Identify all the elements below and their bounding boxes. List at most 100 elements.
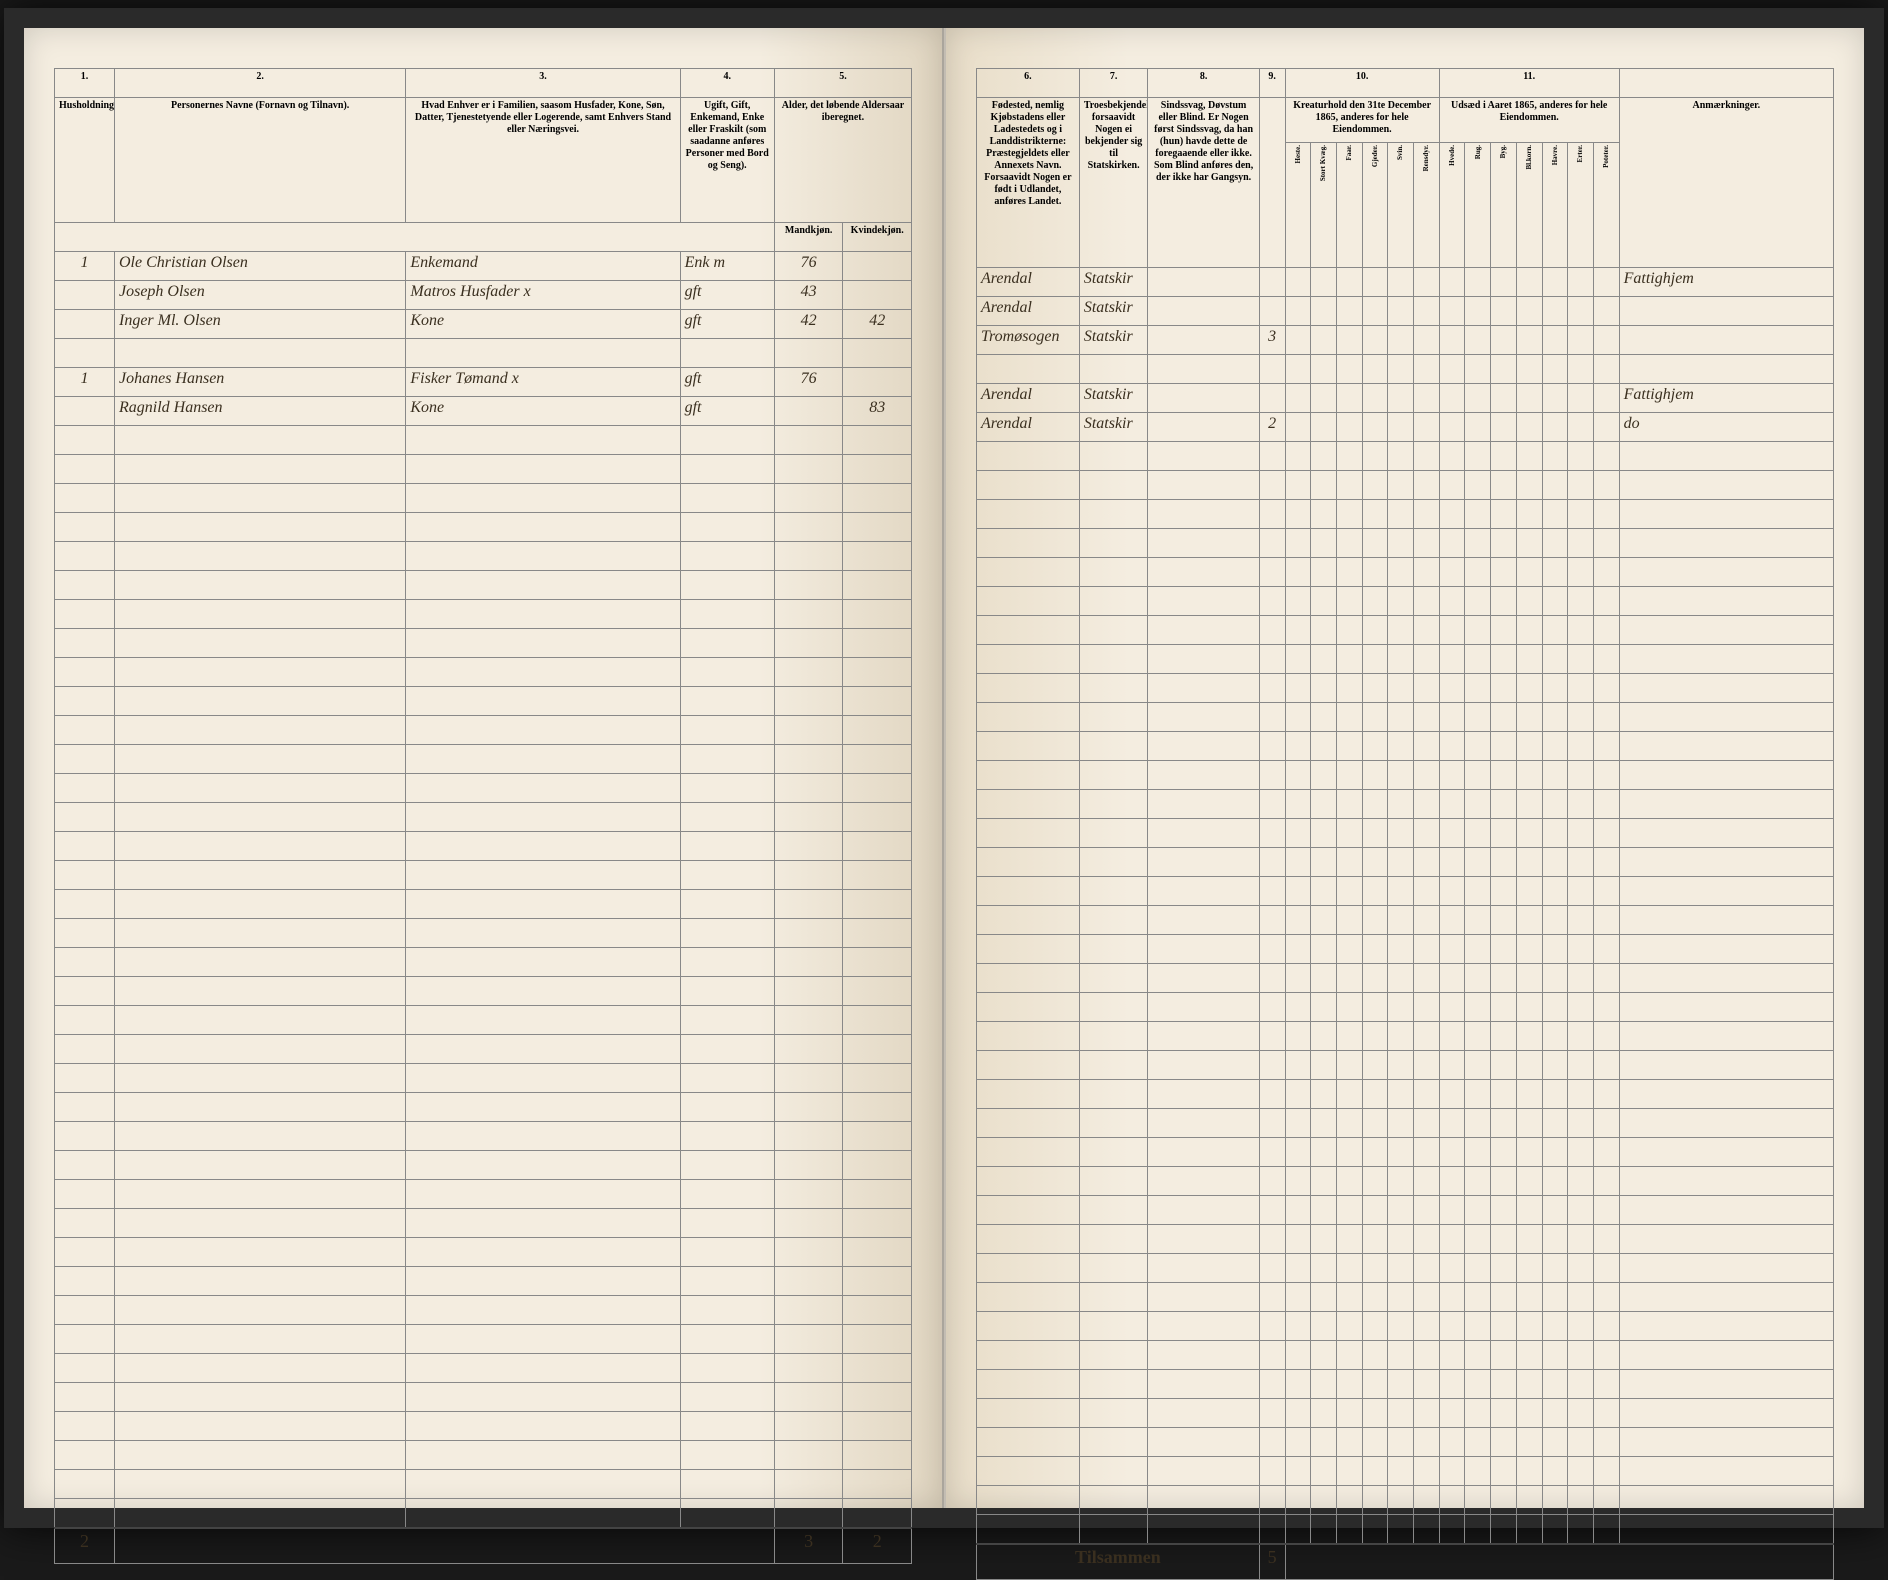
empty-cell: [1568, 935, 1594, 964]
empty-cell: [680, 803, 774, 832]
cell: Statskir: [1079, 326, 1148, 355]
empty-cell: [1311, 500, 1337, 529]
empty-cell: [55, 1180, 115, 1209]
empty-cell: [1491, 819, 1517, 848]
empty-cell: [1362, 848, 1388, 877]
empty-cell: [1336, 616, 1362, 645]
empty-cell: [1259, 674, 1285, 703]
empty-cell: [1362, 935, 1388, 964]
empty-row: [977, 1138, 1834, 1167]
cell: [1414, 384, 1440, 413]
empty-cell: [843, 542, 912, 571]
empty-cell: [680, 1441, 774, 1470]
empty-cell: [1593, 906, 1619, 935]
empty-cell: [1439, 1428, 1465, 1457]
empty-cell: [1568, 1254, 1594, 1283]
table-row: ArendalStatskir: [977, 297, 1834, 326]
empty-cell: [1414, 1399, 1440, 1428]
col-8-num: 8.: [1148, 69, 1259, 98]
empty-cell: [1414, 1051, 1440, 1080]
empty-cell: [114, 1006, 405, 1035]
empty-cell: [1414, 529, 1440, 558]
empty-cell: [1516, 529, 1542, 558]
cell: [1388, 413, 1414, 442]
empty-cell: [843, 658, 912, 687]
empty-cell: [843, 1064, 912, 1093]
empty-cell: [1568, 1196, 1594, 1225]
empty-cell: [55, 687, 115, 716]
empty-cell: [680, 948, 774, 977]
empty-cell: [1311, 848, 1337, 877]
empty-cell: [1439, 761, 1465, 790]
empty-cell: [1311, 1138, 1337, 1167]
empty-cell: [774, 716, 843, 745]
empty-cell: [114, 1412, 405, 1441]
empty-cell: [843, 1383, 912, 1412]
empty-cell: [1491, 877, 1517, 906]
cell: [1336, 326, 1362, 355]
empty-cell: [977, 674, 1080, 703]
empty-cell: [1491, 1022, 1517, 1051]
empty-cell: [1148, 877, 1259, 906]
empty-cell: [114, 513, 405, 542]
empty-cell: [1148, 1457, 1259, 1486]
empty-cell: [1362, 1428, 1388, 1457]
empty-cell: [680, 1151, 774, 1180]
empty-cell: [1593, 587, 1619, 616]
empty-cell: [55, 455, 115, 484]
empty-cell: [1362, 1515, 1388, 1545]
empty-cell: [1542, 906, 1568, 935]
empty-cell: [114, 716, 405, 745]
empty-cell: [1079, 993, 1148, 1022]
empty-cell: [1516, 964, 1542, 993]
cell: [1516, 384, 1542, 413]
empty-cell: [1148, 674, 1259, 703]
col-11-0: Hvede.: [1439, 143, 1465, 268]
empty-cell: [406, 832, 680, 861]
empty-cell: [774, 1093, 843, 1122]
empty-row: [977, 500, 1834, 529]
empty-cell: [1285, 964, 1311, 993]
cell: [1465, 413, 1491, 442]
col-4-num: 4.: [680, 69, 774, 98]
empty-row: [55, 484, 912, 513]
empty-cell: [406, 948, 680, 977]
empty-cell: [1259, 1370, 1285, 1399]
empty-cell: [1388, 906, 1414, 935]
empty-row: [977, 616, 1834, 645]
empty-cell: [1079, 877, 1148, 906]
empty-cell: [1388, 1138, 1414, 1167]
empty-cell: [1285, 1283, 1311, 1312]
cell: [843, 339, 912, 368]
empty-cell: [1593, 964, 1619, 993]
cell: [1516, 268, 1542, 297]
empty-cell: [1619, 674, 1833, 703]
empty-cell: [1414, 732, 1440, 761]
empty-cell: [977, 1486, 1080, 1515]
empty-cell: [1259, 993, 1285, 1022]
empty-cell: [406, 977, 680, 1006]
empty-cell: [843, 426, 912, 455]
empty-cell: [55, 745, 115, 774]
empty-cell: [774, 745, 843, 774]
empty-cell: [1568, 1225, 1594, 1254]
empty-cell: [1079, 819, 1148, 848]
empty-cell: [1414, 1428, 1440, 1457]
col-9-label: [1259, 98, 1285, 268]
empty-cell: [1311, 1341, 1337, 1370]
empty-cell: [1516, 1283, 1542, 1312]
empty-cell: [1568, 500, 1594, 529]
empty-cell: [1542, 1254, 1568, 1283]
empty-row: [977, 1051, 1834, 1080]
empty-cell: [977, 819, 1080, 848]
empty-cell: [1336, 1283, 1362, 1312]
empty-cell: [1414, 645, 1440, 674]
empty-cell: [1259, 645, 1285, 674]
empty-cell: [1593, 761, 1619, 790]
footer-c9: 5: [1259, 1544, 1285, 1580]
empty-cell: [1259, 964, 1285, 993]
empty-cell: [1336, 471, 1362, 500]
empty-cell: [114, 484, 405, 513]
empty-cell: [1568, 906, 1594, 935]
empty-cell: [1079, 645, 1148, 674]
